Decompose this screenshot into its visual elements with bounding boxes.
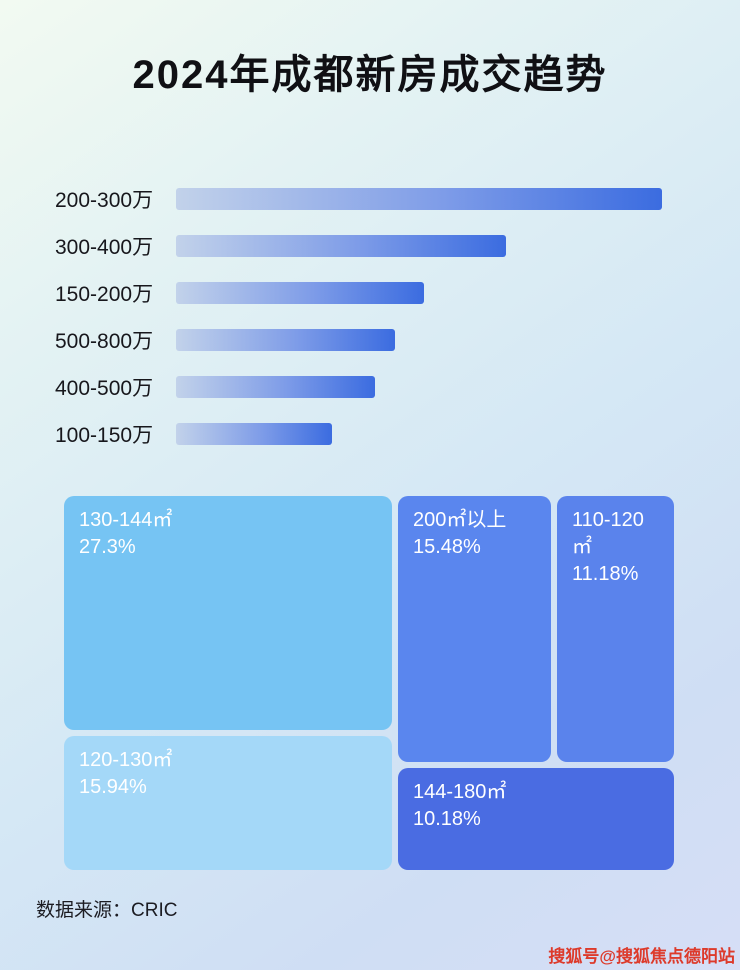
bar-row: 150-200万 (55, 280, 705, 306)
treemap-block-percent: 10.18% (413, 808, 481, 830)
bar-track (176, 328, 662, 351)
bar-fill (176, 422, 332, 445)
bar-fill (176, 234, 507, 257)
bar-track (176, 422, 662, 445)
area-size-treemap: 130-144㎡ 27.3% 120-130㎡ 15.94% 200㎡以上 15… (64, 496, 674, 870)
bar-track (176, 281, 662, 304)
bar-category-label: 200-300万 (55, 188, 154, 212)
treemap-block: 200㎡以上 15.48% (398, 496, 551, 762)
bar-category-label: 150-200万 (55, 282, 154, 306)
watermark-label: 搜狐号@搜狐焦点德阳站 (548, 947, 735, 966)
treemap-block-percent: 15.48% (413, 536, 481, 558)
bar-track (176, 187, 662, 210)
treemap-block-label: 130-144㎡ (79, 509, 173, 531)
bar-fill (176, 328, 395, 351)
treemap-block: 130-144㎡ 27.3% (64, 496, 392, 730)
bar-category-label: 100-150万 (55, 423, 154, 447)
bar-track (176, 234, 662, 257)
bar-row: 400-500万 (55, 374, 705, 400)
treemap-block-label: 110-120㎡ (572, 509, 644, 558)
bar-row: 100-150万 (55, 421, 705, 447)
treemap-block-percent: 15.94% (79, 776, 147, 798)
treemap-block-label: 120-130㎡ (79, 749, 173, 771)
bar-category-label: 400-500万 (55, 376, 154, 400)
page-title: 2024年成都新房成交趋势 (132, 53, 608, 97)
bar-track (176, 375, 662, 398)
bar-category-label: 300-400万 (55, 235, 154, 259)
treemap-block-percent: 11.18% (572, 563, 639, 585)
treemap-block: 144-180㎡ 10.18% (398, 768, 674, 870)
bar-category-label: 500-800万 (55, 329, 154, 353)
bar-fill (176, 281, 424, 304)
treemap-block-label: 144-180㎡ (413, 781, 507, 803)
treemap-block: 120-130㎡ 15.94% (64, 736, 392, 870)
bar-fill (176, 187, 662, 210)
treemap-block-label: 200㎡以上 (413, 509, 507, 531)
treemap-block: 110-120㎡ 11.18% (557, 496, 674, 762)
data-source-label: 数据来源：CRIC (36, 900, 178, 921)
bar-row: 500-800万 (55, 327, 705, 353)
bar-fill (176, 375, 376, 398)
bar-row: 200-300万 (55, 186, 705, 212)
bar-row: 300-400万 (55, 233, 705, 259)
treemap-block-percent: 27.3% (79, 536, 136, 558)
price-range-bar-chart: 200-300万 300-400万 150-200万 500-800万 400-… (55, 186, 705, 468)
